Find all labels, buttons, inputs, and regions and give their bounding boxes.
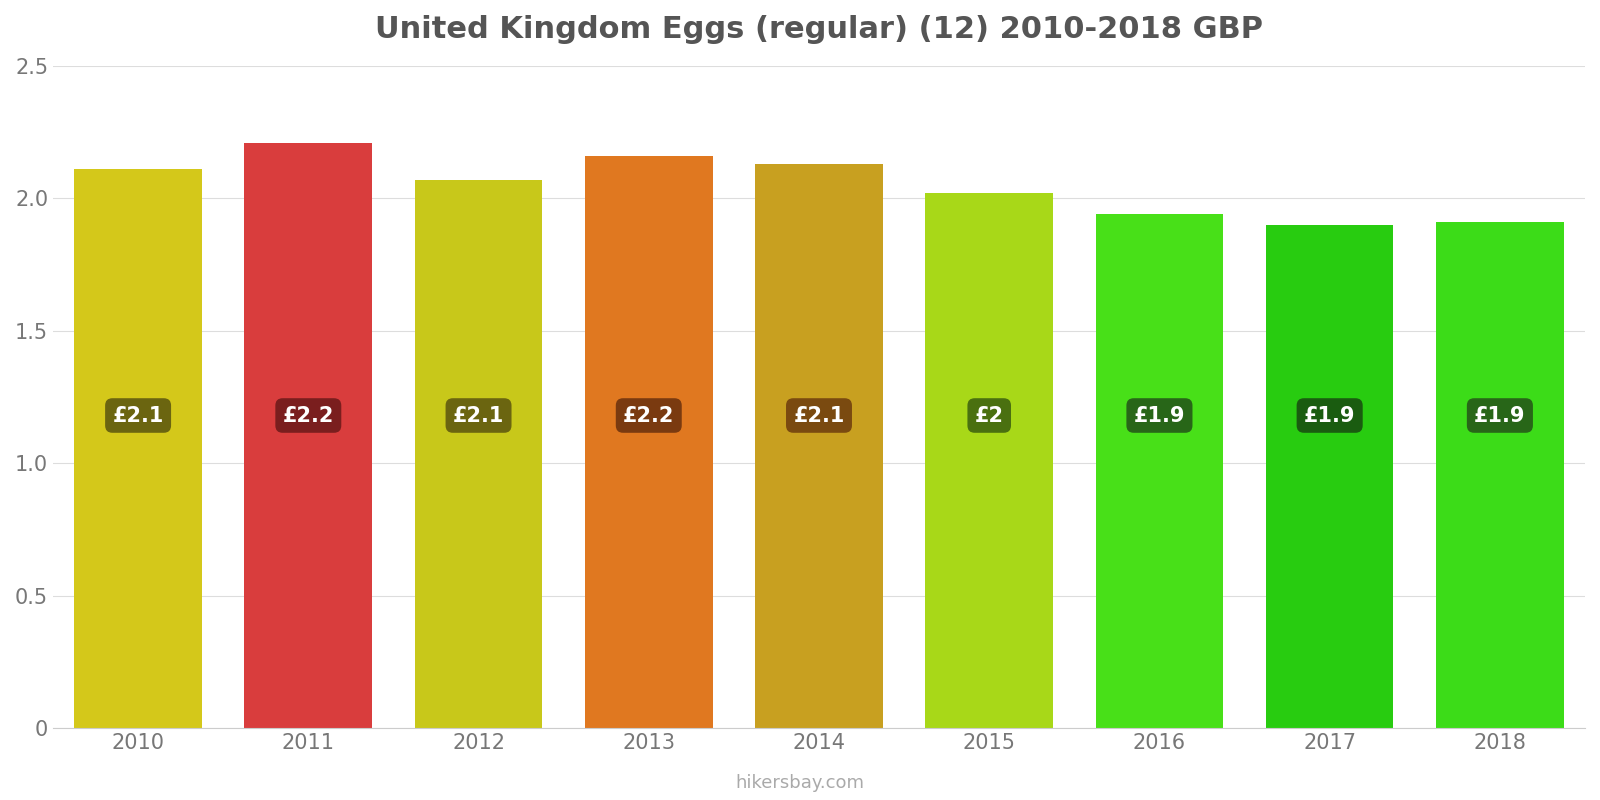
Bar [1096,214,1224,728]
Bar [586,156,712,728]
Bar [755,164,883,728]
Bar [245,142,373,728]
Text: £1.9: £1.9 [1134,406,1186,426]
Text: £2.1: £2.1 [453,406,504,426]
Bar [925,193,1053,728]
Text: £2.2: £2.2 [283,406,334,426]
Bar [1437,222,1563,728]
Text: £2: £2 [974,406,1003,426]
Text: £1.9: £1.9 [1304,406,1355,426]
Bar [74,169,202,728]
Text: £2.1: £2.1 [794,406,845,426]
Text: hikersbay.com: hikersbay.com [736,774,864,792]
Title: United Kingdom Eggs (regular) (12) 2010-2018 GBP: United Kingdom Eggs (regular) (12) 2010-… [374,15,1262,44]
Text: £1.9: £1.9 [1474,406,1526,426]
Bar [1266,225,1394,728]
Text: £2.1: £2.1 [112,406,163,426]
Text: £2.2: £2.2 [622,406,675,426]
Bar [414,180,542,728]
